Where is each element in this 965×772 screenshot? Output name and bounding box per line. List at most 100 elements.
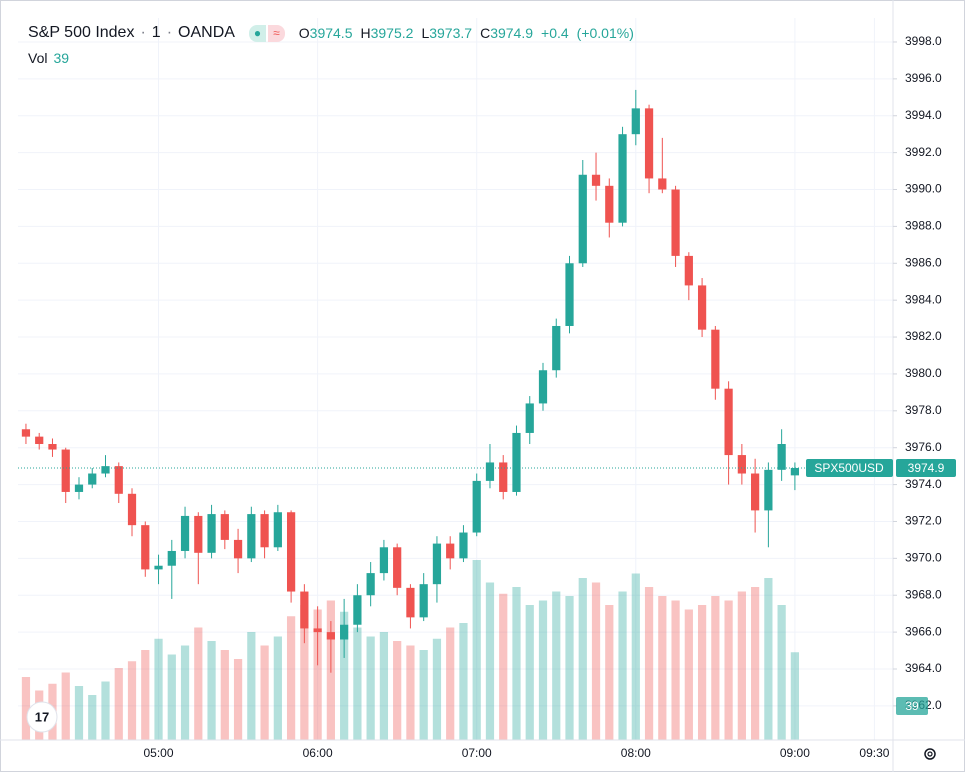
candle-body	[446, 543, 455, 559]
candle-body	[114, 466, 123, 494]
volume-bar	[644, 587, 654, 740]
volume-bar	[340, 611, 349, 740]
high-label: H	[360, 25, 371, 41]
candle-body	[671, 189, 680, 256]
candle-body	[74, 484, 84, 492]
volume-legend: Vol 39	[28, 50, 69, 66]
y-tick-label: 3978.0	[905, 403, 942, 417]
volume-bar	[764, 578, 773, 740]
candle-body	[353, 595, 362, 625]
x-tick-label: 06:00	[303, 746, 333, 760]
status-badge[interactable]: ● ≈	[248, 24, 285, 42]
close-value: 3974.9	[490, 25, 534, 41]
price-tag-label: 3974.9	[908, 461, 945, 475]
price-tag	[896, 458, 956, 477]
candle-body	[565, 263, 574, 326]
volume-bar	[499, 593, 508, 740]
candle-body	[127, 493, 137, 526]
volume-bar	[194, 627, 203, 740]
y-tick-label: 3964.0	[905, 661, 942, 675]
y-tick-label: 3966.0	[905, 624, 942, 638]
volume-bar	[658, 596, 667, 740]
x-tick-label: 08:00	[621, 746, 651, 760]
candle-body	[260, 514, 269, 548]
volume-tag	[896, 697, 928, 715]
volume-bar	[711, 596, 720, 740]
candle-body	[697, 285, 707, 330]
candle-body	[393, 547, 402, 588]
volume-bar	[525, 605, 534, 740]
volume-bar	[432, 638, 442, 740]
candle-body	[618, 134, 627, 223]
volume-bar	[233, 659, 243, 740]
candle-body	[432, 543, 442, 585]
y-tick-label: 3994.0	[905, 108, 942, 122]
symbol-title: S&P 500 Index	[28, 24, 135, 41]
volume-bar	[538, 600, 548, 740]
candle-body	[459, 532, 468, 559]
y-tick-label: 3986.0	[905, 255, 942, 269]
candle-body	[233, 539, 243, 559]
volume-bar	[618, 591, 627, 740]
candle-body	[764, 469, 773, 511]
candle-body	[207, 514, 216, 553]
y-tick-label: 3984.0	[905, 292, 942, 306]
candle-body	[711, 329, 720, 389]
y-tick-label: 3982.0	[905, 329, 942, 343]
candle-body	[499, 462, 508, 492]
volume-bar	[552, 591, 561, 740]
candle-body	[154, 565, 163, 570]
candle-body	[180, 515, 190, 551]
volume-bar	[180, 645, 190, 740]
candle-body	[379, 547, 389, 574]
volume-bar	[74, 686, 84, 740]
chart-legend: S&P 500 Index · 1 · OANDA ● ≈ O3974.5 H39…	[28, 24, 634, 42]
volume-bar	[684, 609, 693, 740]
source: OANDA	[178, 24, 235, 41]
volume-bar	[565, 596, 574, 740]
settings-icon[interactable]	[924, 748, 936, 760]
volume-value: 39	[53, 50, 70, 66]
volume-bar	[459, 623, 468, 740]
low-value: 3973.7	[429, 25, 473, 41]
candle-body	[790, 467, 800, 476]
volume-bar	[141, 650, 150, 740]
candle-body	[340, 624, 349, 640]
y-tick-label: 3996.0	[905, 71, 942, 85]
ohlc-values: O3974.5 H3975.2 L3973.7 C3974.9 +0.4 (+0…	[299, 25, 634, 41]
interval: 1	[151, 24, 161, 41]
candle-body	[273, 512, 282, 548]
candle-body	[525, 403, 534, 433]
low-label: L	[421, 25, 430, 41]
volume-bar	[353, 627, 362, 740]
symbol-tag-label: SPX500USD	[814, 461, 884, 475]
svg-text:17: 17	[35, 709, 49, 724]
volume-bar	[751, 587, 760, 740]
y-tick-label: 3968.0	[905, 587, 942, 601]
volume-bar	[393, 641, 402, 740]
candle-body	[644, 108, 654, 179]
candle-body	[485, 462, 495, 481]
y-tick-label: 3988.0	[905, 219, 942, 233]
volume-bar	[313, 609, 322, 740]
volume-bar	[578, 578, 587, 740]
x-tick-label: 05:00	[144, 746, 174, 760]
y-tick-label: 3980.0	[905, 366, 942, 380]
candle-body	[777, 444, 786, 470]
volume-bar	[247, 632, 256, 740]
candle-body	[472, 480, 481, 533]
candle-body	[538, 370, 548, 404]
volume-bar	[724, 600, 733, 740]
y-tick-label: 3976.0	[905, 440, 942, 454]
candle-body	[300, 591, 309, 629]
separator: ·	[166, 24, 173, 41]
volume-bar	[406, 645, 415, 740]
candle-body	[167, 550, 176, 566]
volume-label: Vol	[28, 50, 48, 66]
candle-body	[591, 174, 601, 186]
tv-logo[interactable]: 17	[26, 701, 58, 733]
candle-body	[751, 473, 760, 511]
volume-bar	[88, 695, 97, 740]
volume-bar	[419, 650, 428, 740]
